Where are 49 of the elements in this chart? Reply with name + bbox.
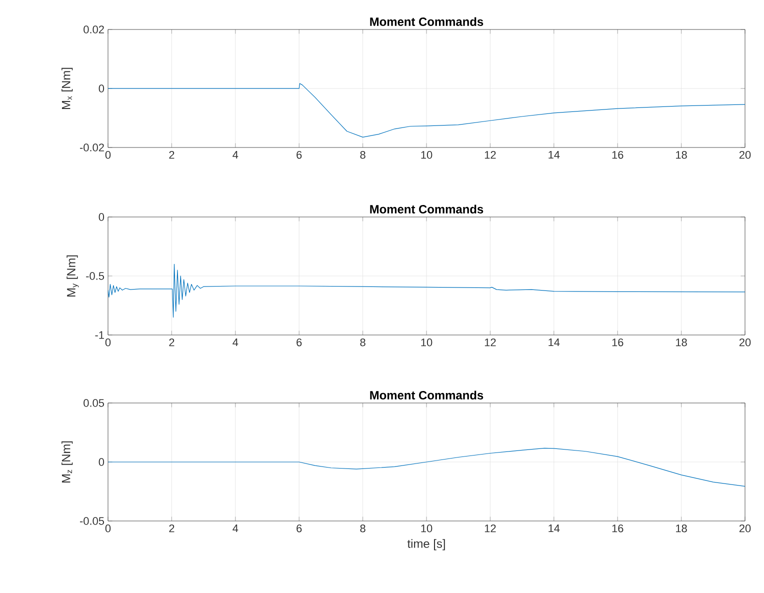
- y-tick-label: 0: [98, 458, 104, 466]
- x-tick-label: 12: [484, 524, 496, 532]
- x-tick-label: 12: [484, 151, 496, 159]
- x-tick-label: 14: [548, 524, 560, 532]
- x-tick-label: 18: [676, 151, 687, 159]
- x-tick-label: 20: [739, 151, 751, 159]
- x-tick-label: 8: [360, 338, 366, 346]
- x-tick-label: 6: [296, 524, 302, 532]
- x-tick-label: 6: [296, 151, 302, 159]
- y-tick-label: -1: [95, 331, 104, 339]
- x-tick-label: 18: [676, 524, 687, 532]
- x-tick-label: 8: [360, 151, 366, 159]
- x-tick-label: 16: [612, 524, 624, 532]
- x-tick-label: 14: [548, 151, 560, 159]
- x-tick-label: 10: [421, 338, 432, 346]
- chart-title: Moment Commands: [370, 204, 484, 214]
- y-tick-label: -0.05: [80, 517, 104, 525]
- x-axis-title: time [s]: [407, 539, 445, 550]
- x-tick-label: 16: [612, 338, 624, 346]
- x-tick-label: 2: [169, 338, 174, 346]
- y-axis-title: M$_{y}$ [Nm]: [66, 255, 79, 296]
- y-tick-label: 0.05: [84, 399, 104, 407]
- x-tick-label: 8: [360, 524, 366, 532]
- x-tick-label: 10: [421, 151, 432, 159]
- x-tick-label: 14: [548, 338, 560, 346]
- x-tick-label: 0: [105, 151, 111, 159]
- y-tick-label: 0.02: [84, 26, 104, 34]
- chart-title: Moment Commands: [370, 390, 484, 400]
- x-tick-label: 6: [296, 338, 302, 346]
- x-tick-label: 4: [232, 151, 238, 159]
- x-tick-label: 10: [421, 524, 432, 532]
- y-tick-label: 0: [98, 84, 104, 92]
- y-axis-title: M$_{z}$ [Nm]: [62, 441, 73, 482]
- x-tick-label: 2: [169, 151, 174, 159]
- x-tick-label: 0: [105, 524, 111, 532]
- x-tick-label: 0: [105, 338, 111, 346]
- x-tick-label: 18: [676, 338, 687, 346]
- x-tick-label: 4: [232, 338, 238, 346]
- chart-title: Moment Commands: [370, 17, 484, 26]
- x-tick-label: 20: [739, 524, 751, 532]
- y-tick-label: 0: [98, 213, 104, 221]
- x-tick-label: 4: [232, 524, 238, 532]
- x-tick-label: 2: [169, 524, 174, 532]
- x-tick-label: 20: [739, 338, 751, 346]
- x-tick-label: 16: [612, 151, 624, 159]
- y-tick-label: -0.5: [86, 272, 104, 280]
- y-axis-title: M$_{x}$ [Nm]: [62, 68, 73, 109]
- x-tick-label: 12: [484, 338, 496, 346]
- y-tick-label: -0.02: [80, 144, 104, 152]
